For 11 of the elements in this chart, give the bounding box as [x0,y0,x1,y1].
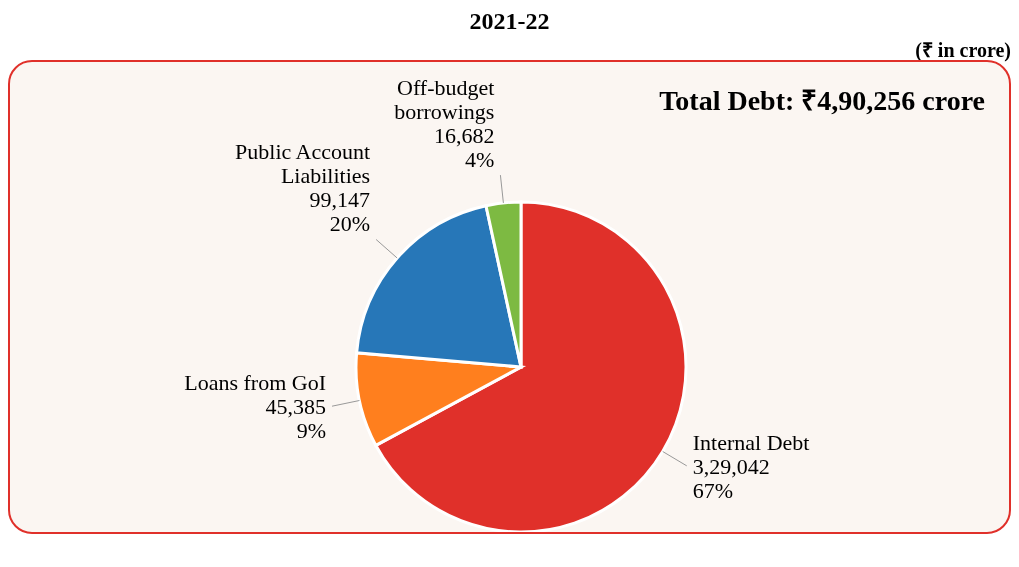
data-label: 16,682 4% [433,123,495,173]
data-label: 3,29,042 67% [692,453,770,503]
slice-label: Loans from GoI [184,370,327,396]
slice-label: Public Account Liabilities [235,139,371,189]
text: (₹ in crore) [914,38,1011,61]
text: Total Debt: ₹4,90,256 crore [659,84,985,118]
slice-label: Internal Debt [692,429,810,455]
data-label: 99,147 20% [309,187,371,237]
data-label: 45,385 9% [265,394,327,444]
chart-title: 2021-22 [468,8,551,36]
slice-label: Off-budget borrowings [394,75,495,125]
